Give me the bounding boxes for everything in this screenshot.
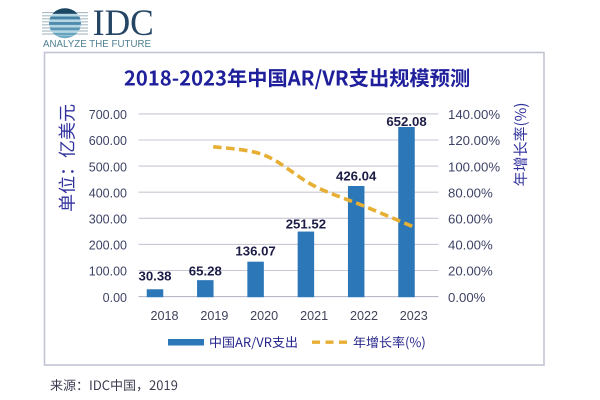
svg-text:652.08: 652.08 bbox=[386, 114, 426, 129]
svg-text:100.00: 100.00 bbox=[89, 265, 127, 279]
svg-text:ANALYZE THE FUTURE: ANALYZE THE FUTURE bbox=[43, 39, 152, 50]
svg-text:200.00: 200.00 bbox=[89, 239, 127, 253]
svg-text:2021: 2021 bbox=[300, 309, 328, 323]
svg-text:65.28: 65.28 bbox=[189, 263, 222, 278]
svg-text:426.04: 426.04 bbox=[336, 168, 377, 183]
svg-text:2018: 2018 bbox=[150, 309, 178, 323]
svg-text:140.00%: 140.00% bbox=[448, 107, 500, 122]
svg-text:80.00%: 80.00% bbox=[448, 185, 493, 200]
svg-text:0.00: 0.00 bbox=[103, 291, 127, 305]
svg-text:20.00%: 20.00% bbox=[448, 264, 493, 279]
svg-text:300.00: 300.00 bbox=[89, 213, 127, 227]
svg-text:2023: 2023 bbox=[400, 309, 428, 323]
svg-text:600.00: 600.00 bbox=[89, 134, 127, 148]
svg-text:2019: 2019 bbox=[200, 309, 228, 323]
svg-text:500.00: 500.00 bbox=[89, 160, 127, 174]
svg-text:2020: 2020 bbox=[250, 309, 278, 323]
svg-text:40.00%: 40.00% bbox=[448, 238, 493, 253]
svg-text:30.38: 30.38 bbox=[138, 268, 171, 283]
svg-text:100.00%: 100.00% bbox=[448, 159, 500, 174]
svg-text:251.52: 251.52 bbox=[286, 217, 326, 232]
svg-text:2022: 2022 bbox=[350, 309, 378, 323]
svg-text:700.00: 700.00 bbox=[89, 108, 127, 122]
svg-text:120.00%: 120.00% bbox=[448, 133, 500, 148]
svg-text:60.00%: 60.00% bbox=[448, 212, 493, 227]
svg-text:136.07: 136.07 bbox=[235, 243, 275, 258]
svg-text:400.00: 400.00 bbox=[89, 186, 127, 200]
svg-text:IDC: IDC bbox=[93, 3, 154, 44]
svg-text:0.00%: 0.00% bbox=[448, 290, 486, 305]
